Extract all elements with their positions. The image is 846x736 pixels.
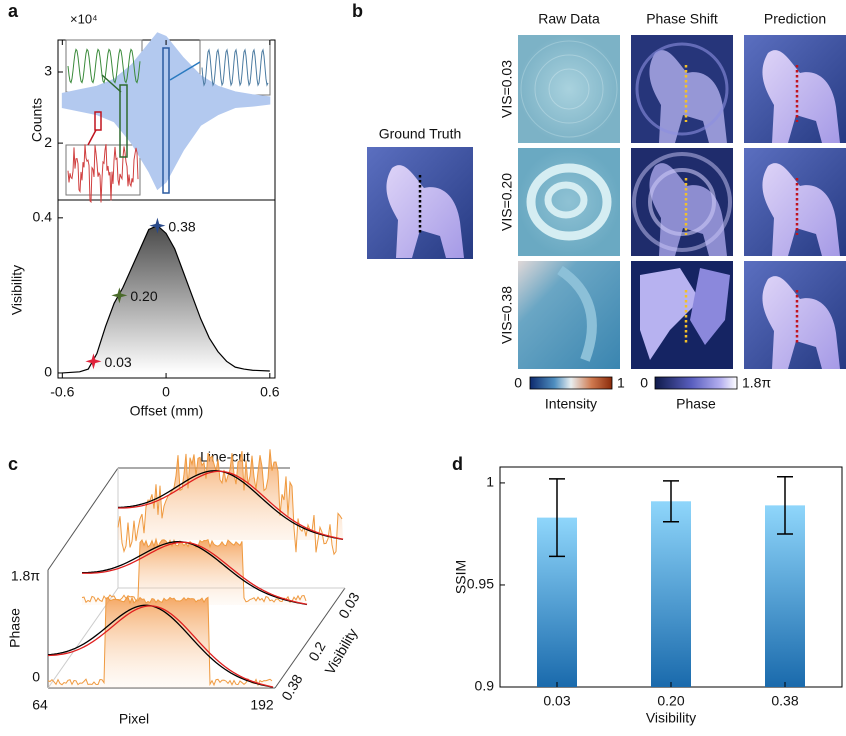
y-tick-label: 0.95 (467, 576, 494, 592)
marker (149, 217, 166, 234)
phase-image (631, 148, 733, 256)
marker-label: 0.03 (104, 354, 131, 370)
x-tick-label: 0 (162, 384, 170, 400)
x-tick-label: 64 (32, 697, 48, 713)
y-axis-label: SSIM (453, 560, 469, 594)
x-axis-label: Pixel (119, 711, 149, 727)
linecut-fill (48, 597, 273, 688)
depth-tick-label: 0.03 (335, 589, 363, 621)
y-tick-label: 0.4 (33, 209, 53, 225)
colorbar (654, 376, 738, 390)
prediction-image (744, 35, 846, 143)
inset-trace (67, 144, 139, 204)
colorbar-title: Phase (676, 396, 716, 412)
z-tick-label: 0 (32, 669, 40, 685)
linecut-fit (47, 605, 274, 688)
linecut-fill (118, 449, 343, 555)
x-axis-label: Offset (mm) (130, 403, 204, 419)
error-bar (549, 478, 565, 558)
pointer-arrow (87, 129, 97, 146)
ground-truth-image (367, 147, 473, 259)
linecut-fit (117, 470, 344, 541)
phase-image (631, 35, 733, 143)
x-tick-label: 0.03 (543, 693, 570, 709)
panel-label: c (8, 454, 18, 474)
z-tick-label: 1.8π (11, 568, 40, 584)
y-tick-label: 1 (486, 474, 494, 490)
z-axis-label: Phase (7, 608, 23, 648)
x-tick-label: 192 (250, 697, 274, 713)
colorbar (529, 376, 613, 390)
row-label: VIS=0.38 (499, 286, 515, 344)
y-multiplier: ×10⁴ (70, 11, 98, 26)
y-tick-label: 2 (44, 134, 52, 150)
marker (111, 287, 128, 304)
range-marker (94, 111, 102, 131)
raw-image (518, 148, 620, 256)
row-label: VIS=0.03 (499, 60, 515, 118)
linecut-fill (82, 539, 307, 605)
y-tick-label: 0.9 (475, 678, 495, 694)
x-axis-label: Visibility (646, 710, 696, 726)
column-header: Phase Shift (646, 11, 718, 27)
phase-image (631, 261, 733, 369)
ground-truth-label: Ground Truth (379, 126, 462, 142)
linecut-raw (117, 449, 343, 556)
error-bar (663, 480, 679, 523)
x-tick-label: 0.20 (657, 693, 684, 709)
raw-image (518, 261, 620, 369)
prediction-image (744, 261, 846, 369)
pointer-arrow (169, 61, 201, 81)
row-label: VIS=0.20 (499, 173, 515, 231)
inset-trace (201, 48, 269, 87)
raw-image (518, 35, 620, 143)
curve (62, 224, 270, 374)
panel-label: b (352, 1, 363, 21)
column-header: Raw Data (538, 11, 600, 27)
x-tick-label: -0.6 (50, 384, 74, 400)
panel-label: a (8, 1, 19, 21)
x-tick-label: 0.38 (771, 693, 798, 709)
y-tick-label: 0 (44, 364, 52, 380)
panel-b: Ground Truth Raw Data Phase Shift Predic… (367, 11, 846, 412)
y-tick-label: 3 (44, 63, 52, 79)
panel-label: d (452, 454, 463, 474)
colorbar-label: 1 (617, 375, 625, 391)
depth-tick-label: 0.2 (305, 639, 329, 664)
linecut-fit (81, 541, 308, 606)
marker-label: 0.38 (168, 218, 195, 234)
y-axis-label: Visibility (9, 265, 25, 315)
linecut-fit (47, 604, 274, 688)
bar (651, 501, 691, 687)
signal-envelope (61, 32, 271, 191)
colorbar-label: 0 (640, 375, 648, 391)
y-axis-label: Counts (29, 98, 45, 142)
depth-axis-label: Visibility (321, 626, 360, 678)
linecut-raw (47, 596, 273, 687)
marker (85, 353, 102, 370)
linecut-fit (81, 541, 308, 605)
error-bar (777, 476, 793, 535)
curve-fill (62, 225, 270, 373)
linecut-fit (117, 470, 344, 540)
inset-trace (67, 48, 141, 84)
depth-tick-label: 0.38 (278, 671, 306, 703)
range-marker (162, 47, 170, 194)
range-marker (119, 84, 128, 158)
colorbar-label: 0 (514, 375, 522, 391)
prediction-image (744, 148, 846, 256)
colorbar-title: Intensity (545, 396, 597, 412)
x-tick-label: 0.6 (260, 384, 280, 400)
column-header: Prediction (764, 11, 826, 27)
bar (765, 505, 805, 687)
pointer-arrow (101, 74, 122, 93)
marker-label: 0.20 (130, 288, 157, 304)
colorbar-label: 1.8π (742, 375, 771, 391)
